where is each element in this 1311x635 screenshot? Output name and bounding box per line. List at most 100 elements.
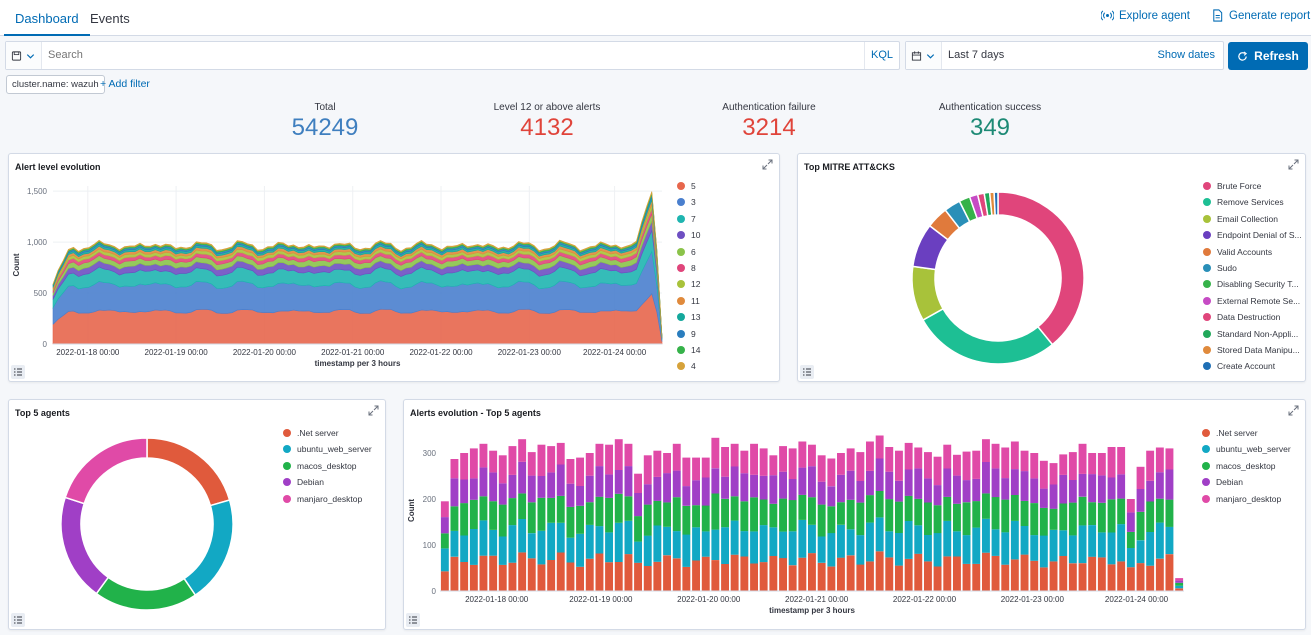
legend-item[interactable]: 13 (677, 312, 700, 322)
legend-toggle-button[interactable] (800, 365, 814, 379)
saved-query-button[interactable] (6, 42, 42, 69)
legend-color-dot (677, 247, 685, 256)
explore-agent-button[interactable]: Explore agent (1101, 9, 1190, 22)
legend-item[interactable]: Disabling Security T... (1203, 279, 1299, 289)
bar-segment (614, 562, 623, 591)
legend-toggle-button[interactable] (406, 613, 420, 627)
bar-segment (1136, 563, 1145, 591)
refresh-button[interactable]: Refresh (1228, 42, 1308, 70)
bar-segment (1107, 477, 1116, 500)
bar-segment (982, 462, 990, 494)
legend-item[interactable]: 7 (677, 214, 696, 224)
filter-pill[interactable]: cluster.name: wazuh (6, 75, 105, 94)
legend-item[interactable]: Stored Data Manipu... (1203, 345, 1300, 355)
legend-toggle-button[interactable] (11, 365, 25, 379)
legend-item[interactable]: 14 (677, 345, 700, 355)
tab-dashboard[interactable]: Dashboard (4, 0, 90, 36)
legend-toggle-button[interactable] (11, 613, 25, 627)
date-range-text[interactable]: Last 7 days (948, 49, 1005, 61)
legend-item[interactable]: 12 (677, 279, 700, 289)
legend-item[interactable]: Valid Accounts (1203, 247, 1272, 257)
quick-menu-button[interactable] (906, 42, 942, 69)
kql-toggle[interactable]: KQL (863, 42, 899, 69)
bar-segment (1030, 535, 1039, 561)
bar-segment (904, 558, 913, 591)
legend-item[interactable]: macos_desktop (1202, 461, 1276, 471)
legend-item[interactable]: 4 (677, 361, 696, 371)
legend-item[interactable]: 5 (677, 181, 696, 191)
bar-segment (450, 530, 459, 557)
bar-segment (692, 480, 700, 506)
bar-segment (875, 458, 884, 491)
legend-item[interactable]: Endpoint Denial of S... (1203, 230, 1302, 240)
add-filter-button[interactable]: + Add filter (100, 78, 150, 90)
legend-item[interactable]: External Remote Se... (1203, 296, 1300, 306)
bar-segment (808, 524, 816, 554)
legend-item[interactable]: 11 (677, 296, 700, 306)
bar-segment (1020, 471, 1029, 501)
legend-item[interactable]: Debian (1202, 477, 1243, 487)
generate-report-button[interactable]: Generate report (1211, 9, 1310, 22)
legend-item[interactable]: Debian (283, 477, 324, 487)
legend-item[interactable]: Standard Non-Appli... (1203, 329, 1298, 339)
tab-events[interactable]: Events (90, 11, 130, 26)
search-input[interactable] (48, 42, 828, 69)
legend-item[interactable]: manjaro_desktop (283, 494, 362, 504)
legend-item[interactable]: Email Collection (1203, 214, 1278, 224)
bar-segment (1001, 499, 1010, 533)
bar-segment (1039, 507, 1048, 536)
legend-item[interactable]: 10 (677, 230, 700, 240)
expand-icon[interactable] (1288, 405, 1299, 416)
legend-item[interactable]: 9 (677, 329, 696, 339)
bar-segment (450, 478, 459, 507)
x-tick-label: 2022-01-24 00:00 (583, 348, 647, 357)
bar-segment (672, 531, 681, 559)
bar-segment (779, 446, 787, 472)
bar-segment (508, 474, 517, 499)
bar-segment (1010, 441, 1019, 470)
bar-segment (672, 470, 681, 498)
legend-item[interactable]: 6 (677, 247, 696, 257)
bar-segment (547, 497, 556, 523)
bar-segment (943, 468, 952, 497)
bar-segment (914, 447, 923, 469)
expand-icon[interactable] (1288, 159, 1299, 170)
legend-item[interactable]: Remove Services (1203, 197, 1284, 207)
bar-segment (566, 459, 575, 484)
legend-item[interactable]: 3 (677, 197, 696, 207)
legend-item[interactable]: Brute Force (1203, 181, 1261, 191)
legend-item[interactable]: 8 (677, 263, 696, 273)
legend-item[interactable]: ubuntu_web_server (1202, 444, 1291, 454)
bar-segment (518, 519, 527, 553)
legend-item[interactable]: Sudo (1203, 263, 1237, 273)
legend-label: Data Destruction (1217, 312, 1281, 323)
bar-segment (682, 457, 691, 487)
metric-value: 3214 (742, 114, 796, 141)
legend-label: 5 (691, 181, 696, 191)
legend-item[interactable]: manjaro_desktop (1202, 494, 1281, 504)
metric-total: Total 54249 (240, 102, 410, 142)
legend-item[interactable]: Data Destruction (1203, 312, 1280, 322)
legend-color-dot (1203, 182, 1211, 190)
legend-item[interactable]: macos_desktop (283, 461, 357, 471)
legend-item[interactable]: Create Account (1203, 361, 1275, 371)
show-dates-button[interactable]: Show dates (1157, 49, 1215, 61)
legend-color-dot (677, 198, 685, 207)
bar-segment (614, 439, 623, 470)
bar-segment (827, 458, 836, 487)
bar-segment (943, 444, 952, 469)
legend-item[interactable]: .Net server (283, 428, 339, 438)
bar-segment (769, 503, 778, 528)
legend-item[interactable]: ubuntu_web_server (283, 444, 372, 454)
bar-segment (991, 443, 1000, 469)
bar-segment (788, 448, 797, 479)
legend-color-dot (1203, 362, 1211, 371)
y-tick-label: 1,500 (27, 187, 48, 196)
bar-segment (1097, 532, 1106, 558)
bar-segment (856, 535, 865, 565)
legend-item[interactable]: .Net server (1202, 428, 1258, 438)
legend-color-dot (1203, 231, 1211, 240)
expand-icon[interactable] (762, 159, 773, 170)
expand-icon[interactable] (368, 405, 379, 416)
legend-label: Brute Force (1217, 181, 1262, 191)
